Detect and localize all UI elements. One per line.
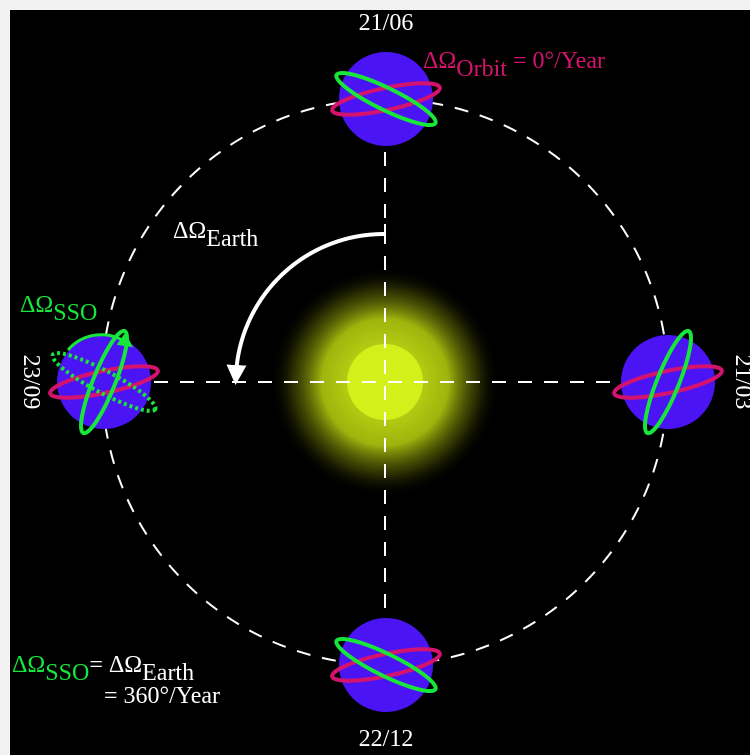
earth-subscript: Earth — [206, 226, 258, 252]
delta-omega-sso-label: ΔΩSSO — [20, 292, 97, 326]
planet-right-sso-ring — [643, 328, 693, 436]
planet-right — [612, 328, 724, 436]
planet-left-orbit-ring — [48, 364, 160, 400]
orbit-subscript: Orbit — [456, 56, 507, 82]
delta-omega-symbol: ΔΩ — [173, 218, 206, 244]
sso-diagram: 21/06 22/12 23/09 21/03 ΔΩOrbit = 0°/Yea… — [12, 10, 750, 752]
planet-right-orbit-ring — [612, 364, 724, 400]
orbit-value: = 0°/Year — [507, 48, 605, 74]
equation-earth-subscript: Earth — [142, 660, 194, 686]
date-label-bottom: 22/12 — [359, 726, 414, 752]
date-label-right: 21/03 — [730, 355, 750, 410]
planet-left-body — [57, 335, 151, 429]
sso-subscript: SSO — [45, 660, 89, 686]
delta-omega-symbol: ΔΩ — [20, 292, 53, 318]
planet-left-sso-ring — [79, 328, 129, 436]
planet-top — [330, 52, 442, 146]
equation-line-2: = 360°/Year — [104, 683, 220, 709]
sun — [347, 344, 423, 420]
planet-bottom-sso-ring — [334, 636, 438, 694]
planet-bottom — [330, 618, 442, 712]
equation-line-1: ΔΩSSO= ΔΩEarth — [12, 652, 194, 686]
delta-omega-symbol: ΔΩ — [12, 652, 45, 678]
diagram-canvas: 21/06 22/12 23/09 21/03 ΔΩOrbit = 0°/Yea… — [10, 10, 750, 755]
planet-top-sso-ring — [334, 70, 438, 128]
equation-equals-delta: = ΔΩ — [89, 652, 142, 678]
planet-left — [48, 328, 160, 436]
delta-omega-symbol: ΔΩ — [423, 48, 456, 74]
date-label-left: 23/09 — [18, 355, 44, 410]
planet-left-previous-sso-ring — [50, 351, 158, 413]
sso-precession-arrow — [66, 332, 134, 351]
delta-omega-orbit-label: ΔΩOrbit = 0°/Year — [423, 48, 605, 82]
earth-rotation-arrow — [226, 231, 386, 385]
planet-right-body — [621, 335, 715, 429]
planet-bottom-body — [339, 618, 433, 712]
planet-top-body — [339, 52, 433, 146]
planet-bottom-orbit-ring — [330, 647, 442, 683]
delta-omega-earth-label: ΔΩEarth — [173, 218, 258, 252]
sso-subscript: SSO — [53, 300, 97, 326]
date-label-top: 21/06 — [359, 10, 414, 36]
planet-top-orbit-ring — [330, 81, 442, 117]
